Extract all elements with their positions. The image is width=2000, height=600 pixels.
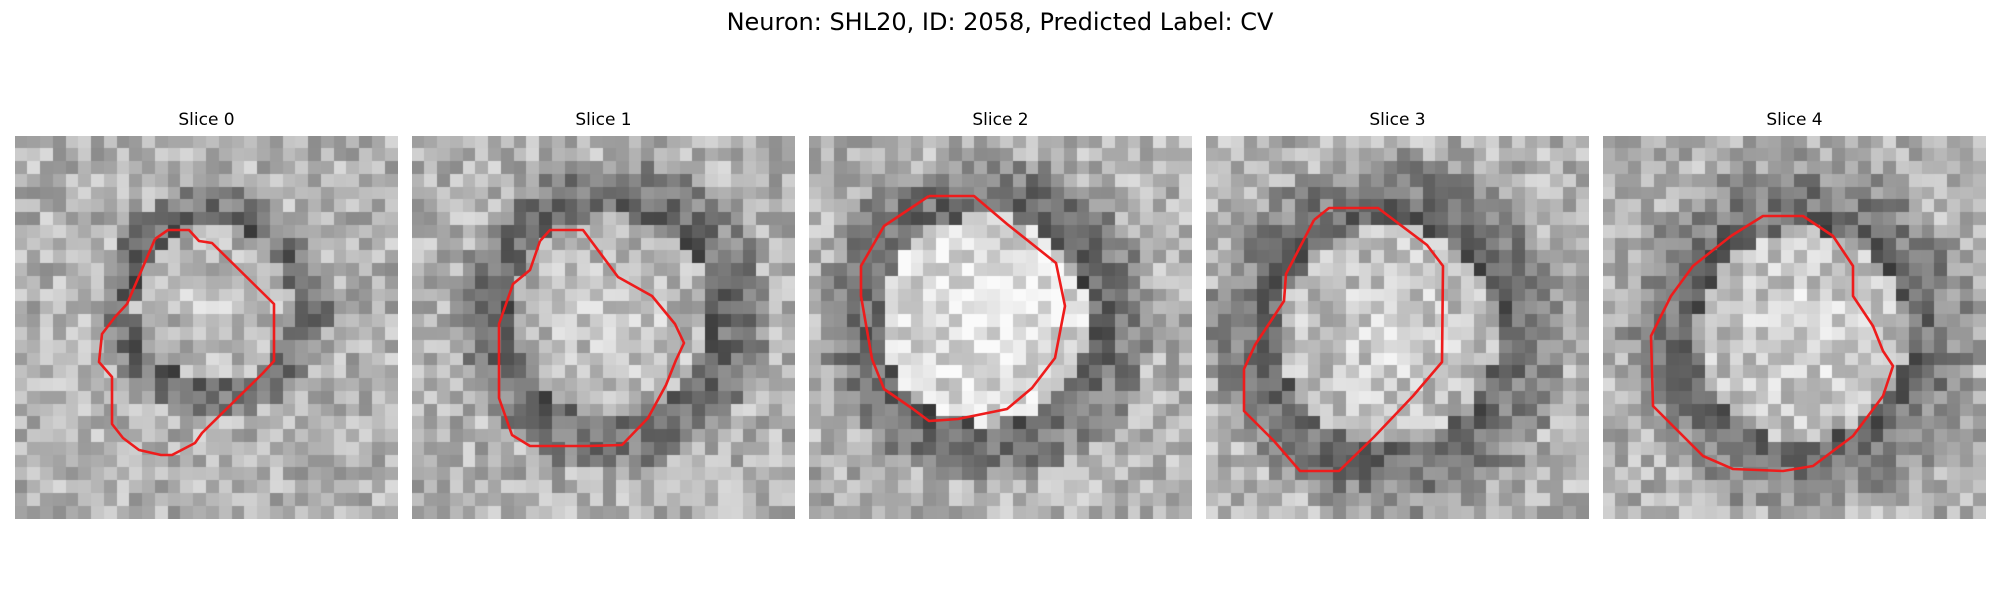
slice-title-2: Slice 2 (972, 110, 1029, 130)
slice-title-3: Slice 3 (1369, 110, 1426, 130)
slice-title-0: Slice 0 (178, 110, 235, 130)
slice-panel-2: Slice 2 (809, 110, 1192, 520)
slice-grayscale-image-1 (412, 136, 795, 519)
slice-image-3 (1206, 136, 1589, 519)
figure-title: Neuron: SHL20, ID: 2058, Predicted Label… (726, 8, 1274, 36)
roi-outline-4 (1649, 214, 1895, 473)
slice-grayscale-image-2 (809, 136, 1192, 519)
slice-image-1 (412, 136, 795, 519)
slice-title-4: Slice 4 (1766, 110, 1823, 130)
slice-grayscale-image-3 (1206, 136, 1589, 519)
roi-outline-0 (97, 228, 276, 457)
slice-panel-1: Slice 1 (412, 110, 795, 520)
slice-grayscale-image-4 (1603, 136, 1986, 519)
slice-panel-4: Slice 4 (1603, 110, 1986, 520)
slice-image-4 (1603, 136, 1986, 519)
roi-outline-3 (1242, 206, 1445, 473)
slice-panel-3: Slice 3 (1206, 110, 1589, 520)
slice-image-2 (809, 136, 1192, 519)
slice-panel-0: Slice 0 (15, 110, 398, 520)
slice-image-0 (15, 136, 398, 519)
roi-outline-2 (859, 194, 1067, 423)
roi-outline-1 (497, 228, 686, 448)
slice-grayscale-image-0 (15, 136, 398, 519)
slice-title-1: Slice 1 (575, 110, 632, 130)
